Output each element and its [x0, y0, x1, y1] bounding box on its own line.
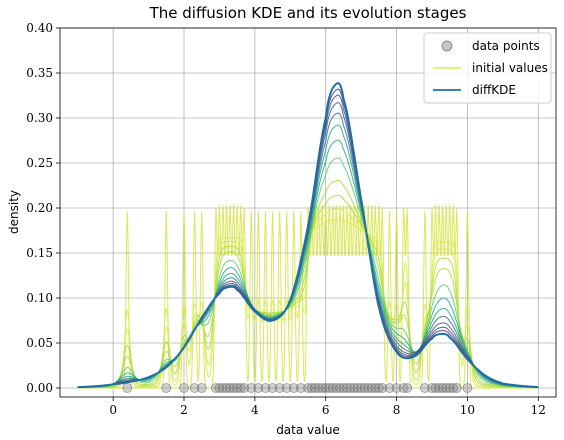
- data-point: [377, 383, 388, 393]
- x-tick-label: 0: [109, 403, 117, 417]
- x-axis-title: data value: [276, 423, 340, 437]
- y-tick-label: 0.15: [26, 246, 53, 260]
- diffkde-line: [77, 82, 539, 389]
- data-point: [359, 383, 370, 393]
- initial-values-lines: [77, 205, 539, 389]
- data-point: [274, 383, 285, 393]
- data-point: [218, 383, 228, 393]
- x-tick-label: 10: [460, 403, 475, 417]
- data-point: [338, 383, 349, 393]
- data-point: [235, 383, 246, 393]
- chart-title: The diffusion KDE and its evolution stag…: [149, 4, 467, 22]
- data-point: [317, 383, 328, 393]
- y-tick-label: 0.20: [26, 201, 53, 215]
- data-point: [210, 383, 221, 393]
- x-tick-label: 4: [251, 403, 259, 417]
- data-point: [196, 383, 207, 393]
- data-point: [324, 383, 335, 393]
- data-point: [391, 383, 402, 393]
- data-point: [384, 383, 395, 393]
- y-axis-title: density: [7, 190, 21, 234]
- y-tick-label: 0.00: [26, 381, 53, 395]
- data-point: [427, 383, 437, 393]
- diffkde-line-group: [77, 82, 539, 389]
- data-point: [260, 383, 271, 393]
- legend-label-data-points: data points: [472, 39, 540, 53]
- legend-label-initial-values: initial values: [472, 61, 548, 75]
- y-tick-label: 0.35: [26, 66, 53, 80]
- plot-frame: [59, 27, 557, 398]
- data-point: [232, 383, 243, 393]
- y-tick-label: 0.40: [26, 21, 53, 35]
- data-point: [441, 383, 452, 393]
- data-point: [366, 383, 377, 393]
- data-point: [444, 383, 455, 393]
- data-point: [363, 383, 374, 393]
- x-tick-label: 6: [322, 403, 330, 417]
- data-point: [161, 383, 172, 393]
- legend: data points initial values diffKDE: [423, 32, 552, 104]
- data-point: [420, 383, 430, 393]
- y-tick-label: 0.05: [26, 336, 53, 350]
- data-point: [398, 383, 409, 393]
- data-point: [430, 383, 441, 393]
- data-point: [373, 383, 384, 393]
- data-point: [327, 383, 338, 393]
- legend-marker-data-points: [441, 40, 453, 52]
- data-point: [437, 383, 448, 393]
- data-point: [451, 383, 462, 393]
- data-point: [281, 383, 292, 393]
- legend-box: [423, 32, 552, 104]
- data-point: [352, 383, 363, 393]
- data-point: [334, 383, 345, 393]
- data-point: [331, 383, 342, 393]
- y-tick-label: 0.10: [26, 291, 53, 305]
- data-point: [313, 383, 324, 393]
- x-tick-label: 12: [531, 403, 546, 417]
- data-point: [239, 383, 250, 393]
- data-point: [253, 383, 264, 393]
- data-point: [122, 383, 133, 393]
- data-point: [402, 383, 413, 393]
- x-axis-ticks: 0 2 4 6 8 10 12: [109, 397, 546, 417]
- data-point: [288, 383, 299, 393]
- data-point: [349, 383, 359, 393]
- data-points: [122, 383, 473, 393]
- data-point: [342, 383, 352, 393]
- legend-label-diffkde: diffKDE: [472, 83, 516, 97]
- data-point: [179, 383, 189, 393]
- y-axis-ticks: 0.00 0.05 0.10 0.15 0.20 0.25 0.30 0.35 0.40: [26, 21, 60, 395]
- data-point: [448, 383, 459, 393]
- evolution-stage-line: [77, 139, 539, 388]
- data-point: [214, 383, 225, 393]
- data-point: [228, 383, 239, 393]
- data-point: [345, 383, 356, 393]
- data-point: [303, 383, 313, 393]
- y-tick-label: 0.30: [26, 111, 53, 125]
- initial-values-line: [77, 205, 539, 389]
- data-point: [225, 383, 235, 393]
- data-point: [267, 383, 278, 393]
- data-point: [296, 383, 306, 393]
- data-point: [310, 383, 320, 393]
- data-point: [320, 383, 331, 393]
- y-tick-label: 0.25: [26, 156, 53, 170]
- evolution-stage-line: [77, 157, 539, 389]
- x-tick-label: 2: [180, 403, 188, 417]
- data-point: [434, 383, 444, 393]
- data-point: [370, 383, 381, 393]
- data-point: [221, 383, 232, 393]
- data-point: [306, 383, 317, 393]
- data-point: [356, 383, 367, 393]
- data-point: [462, 383, 473, 393]
- data-point: [189, 383, 200, 393]
- data-point: [246, 383, 257, 393]
- plot-area: [77, 82, 539, 393]
- x-tick-label: 8: [393, 403, 401, 417]
